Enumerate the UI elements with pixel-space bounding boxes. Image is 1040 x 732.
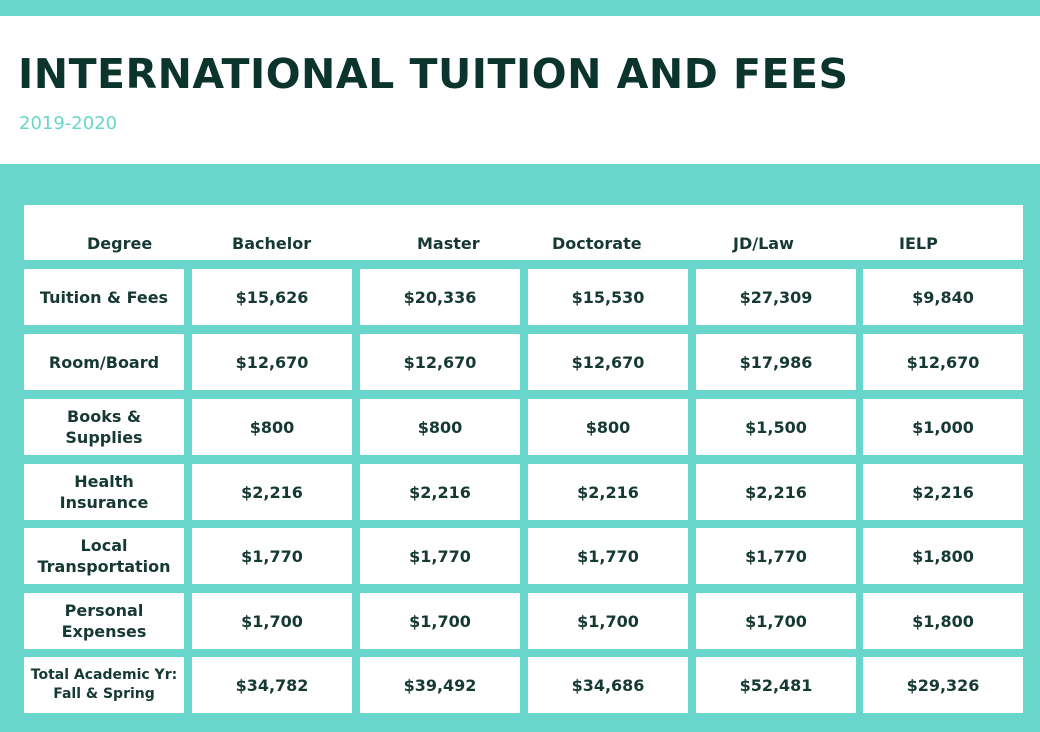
header-degree: Degree (87, 234, 153, 253)
header-ielp: IELP (899, 234, 938, 253)
header-bachelor: Bachelor (232, 234, 312, 253)
row-label: Room/Board (24, 334, 184, 390)
table-cell: $2,216 (696, 464, 856, 520)
row-label: Total Academic Yr: Fall & Spring (24, 657, 184, 713)
table-cell: $12,670 (863, 334, 1023, 390)
table-cell: $1,700 (696, 593, 856, 649)
table-cell: $12,670 (192, 334, 352, 390)
table-cell: $15,530 (528, 269, 688, 325)
row-label: Tuition & Fees (24, 269, 184, 325)
row-label-line: Insurance (59, 493, 149, 512)
row-label: Personal Expenses (24, 593, 184, 649)
table-cell: $1,700 (360, 593, 520, 649)
table-header-row (24, 205, 1023, 260)
row-label-line: Fall & Spring (53, 686, 155, 702)
table-cell: $39,492 (360, 657, 520, 713)
top-accent-bar (0, 0, 1040, 16)
header-jd-law: JD/Law (733, 234, 794, 253)
table-cell: $1,000 (863, 399, 1023, 455)
table-cell: $800 (360, 399, 520, 455)
table-cell: $1,700 (528, 593, 688, 649)
row-label: Health Insurance (24, 464, 184, 520)
row-label-line: Personal (64, 601, 144, 620)
row-label-line: Total Academic Yr: (30, 667, 178, 683)
table-cell: $27,309 (696, 269, 856, 325)
row-label-line: Supplies (65, 428, 143, 447)
table-cell: $2,216 (192, 464, 352, 520)
row-label-line: Tuition & Fees (39, 287, 169, 307)
table-cell: $1,770 (360, 528, 520, 584)
row-label-line: Local (80, 536, 128, 555)
table-cell: $1,500 (696, 399, 856, 455)
header-doctorate: Doctorate (552, 234, 642, 253)
table-cell: $1,800 (863, 528, 1023, 584)
row-label: Books & Supplies (24, 399, 184, 455)
row-label-line: Expenses (61, 622, 147, 641)
table-cell: $20,336 (360, 269, 520, 325)
table-cell: $1,770 (192, 528, 352, 584)
row-label-line: Transportation (37, 557, 171, 576)
table-cell: $1,800 (863, 593, 1023, 649)
table-cell: $1,770 (696, 528, 856, 584)
row-label-line: Room/Board (48, 352, 160, 372)
table-cell: $2,216 (528, 464, 688, 520)
table-cell: $800 (192, 399, 352, 455)
table-cell: $29,326 (863, 657, 1023, 713)
row-label-line: Books & (67, 407, 141, 426)
table-cell: $2,216 (863, 464, 1023, 520)
table-cell: $1,770 (528, 528, 688, 584)
table-cell: $2,216 (360, 464, 520, 520)
table-cell: $34,686 (528, 657, 688, 713)
table-cell: $52,481 (696, 657, 856, 713)
page-title: INTERNATIONAL TUITION AND FEES (18, 50, 849, 98)
header-master: Master (417, 234, 480, 253)
row-label-line: Health (74, 472, 134, 491)
table-cell: $17,986 (696, 334, 856, 390)
table-cell: $1,700 (192, 593, 352, 649)
table-cell: $15,626 (192, 269, 352, 325)
table-cell: $800 (528, 399, 688, 455)
table-cell: $34,782 (192, 657, 352, 713)
table-cell: $9,840 (863, 269, 1023, 325)
table-cell: $12,670 (528, 334, 688, 390)
table-cell: $12,670 (360, 334, 520, 390)
row-label: Local Transportation (24, 528, 184, 584)
page-subtitle: 2019-2020 (19, 113, 118, 134)
